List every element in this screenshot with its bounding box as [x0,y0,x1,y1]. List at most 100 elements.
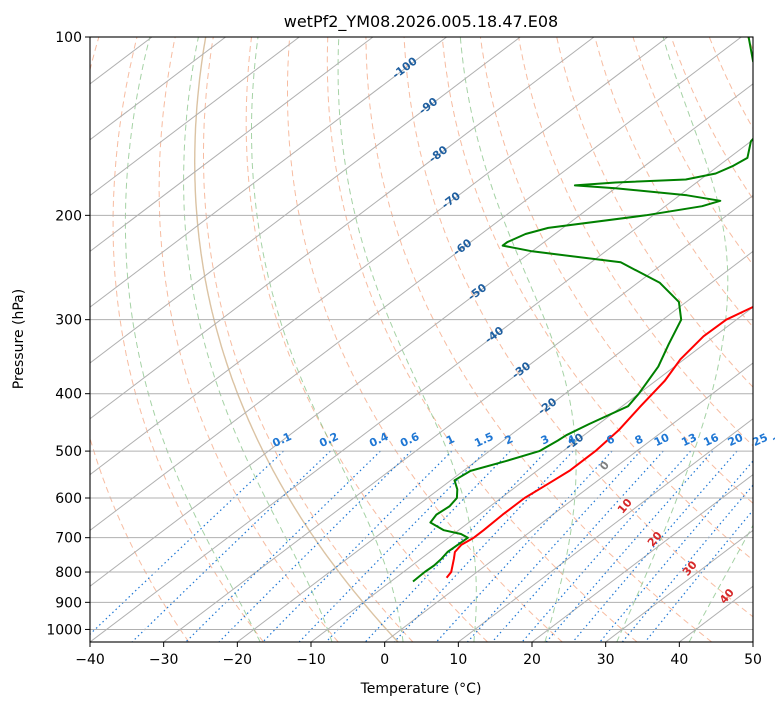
mixing-ratio-line [298,450,486,642]
y-tick-label: 100 [55,30,82,46]
mixing-ratio-label: 0.1 [270,430,293,450]
dry-adiabat [479,37,753,504]
moist-adiabat [183,37,333,642]
isotherm [531,473,753,642]
mixing-ratio-label: 30 [771,431,775,449]
isotherm [90,139,753,642]
mixing-ratio-line [218,450,412,642]
dry-adiabat [245,37,488,642]
isotherm [679,585,753,642]
y-tick-label: 300 [55,313,82,329]
dry-adiabat [670,37,753,200]
chart-title: wetPf2_YM08.2026.005.18.47.E08 [284,12,558,32]
data-series [412,37,753,583]
axes: −40 −30 −20 −10 0 10 20 30 40 5010020030040050060… [46,30,762,668]
isotherm [237,250,753,642]
moist-adiabat [337,37,477,642]
moist-adiabat [616,37,729,642]
isotherm [90,37,374,252]
moist-adiabat-label: 0 [597,458,612,472]
mixing-ratio-line [599,460,753,642]
mixing-ratio-label: 13 [679,431,698,449]
x-tick-label: 40 [670,652,688,668]
y-tick-label: 700 [55,531,82,547]
moist-adiabat-label: 20 [645,529,665,549]
mixing-ratio-label: 16 [702,431,722,449]
dry-adiabat [326,37,638,642]
x-tick-label: 30 [597,652,615,668]
isotherm [310,306,753,642]
isotherm [605,529,753,642]
mixing-ratio-label: 1 [444,432,456,447]
isotherm [90,83,753,587]
x-axis-title: Temperature (°C) [360,681,482,697]
mixing-ratio-line [621,484,753,642]
y-tick-label: 500 [55,444,82,460]
mixing-ratio-label: 2 [503,432,515,447]
plot-frame [89,36,754,643]
dry-adiabat [632,37,753,266]
moist-adiabat [251,37,404,642]
dry-adiabat [158,37,339,642]
dry-adiabat [556,37,753,388]
dewpoint-line [412,37,753,583]
mixing-ratio-line [185,450,381,642]
dry-adiabat [112,37,264,642]
y-tick-label: 900 [55,595,82,611]
isotherm-label: -20 [536,395,560,418]
mixing-ratio-line [572,450,738,642]
isotherm-label: -50 [465,281,489,304]
isotherm [752,641,753,642]
isotherm-label: -80 [426,143,450,166]
y-axis-title: Pressure (hPa) [11,289,27,389]
moist-adiabat [124,37,261,642]
line-labels: -100-90-80-70-60-50-40-30-20-100.1 0.2 0.4… [270,54,775,606]
isotherm [458,418,753,642]
isotherm [90,37,447,308]
dry-adiabat [518,37,753,447]
isotherm [90,37,226,141]
isotherm-label: -100 [390,54,420,81]
dry-adiabat [365,37,713,642]
isotherm [0,37,5,642]
moist-adiabat-label: 40 [717,586,737,606]
isotherm [90,37,595,420]
mixing-ratio-line [364,450,547,642]
x-tick-label: 10 [449,652,467,668]
isotherm [90,37,300,197]
dry-adiabat [287,37,563,642]
reference-adiabat [193,37,399,642]
mixing-ratio-label: 0.2 [317,430,340,450]
mixing-ratio-line [435,450,613,642]
mixing-ratio-label: 0.4 [367,430,390,450]
y-tick-label: 1000 [46,622,82,638]
isotherm-label: -30 [509,359,533,382]
y-tick-label: 600 [55,491,82,507]
mixing-ratio-line [467,450,641,642]
moist-adiabat-label: 10 [615,496,635,516]
mixing-ratio-line [644,509,753,642]
isotherm-label: -70 [439,189,463,212]
isotherm [384,362,753,642]
y-tick-label: 800 [55,565,82,581]
isotherm [90,37,668,476]
temperature-line [445,305,753,579]
mixing-ratio-label: 20 [726,431,746,449]
background-grid [0,37,753,642]
y-tick-label: 400 [55,387,82,403]
x-tick-label: −30 [149,652,179,668]
moist-adiabat [459,37,577,642]
mixing-ratio-label: 10 [652,431,672,449]
x-tick-label: −40 [75,652,105,668]
dry-adiabat [441,37,753,561]
isotherm [90,37,742,532]
dry-adiabat [403,37,753,618]
isotherm [90,37,521,364]
y-tick-label: 200 [55,208,82,224]
mixing-ratio-line [131,450,331,642]
x-tick-label: −20 [223,652,253,668]
x-tick-label: 0 [380,652,389,668]
dry-adiabat [203,37,414,642]
x-tick-label: 20 [523,652,541,668]
